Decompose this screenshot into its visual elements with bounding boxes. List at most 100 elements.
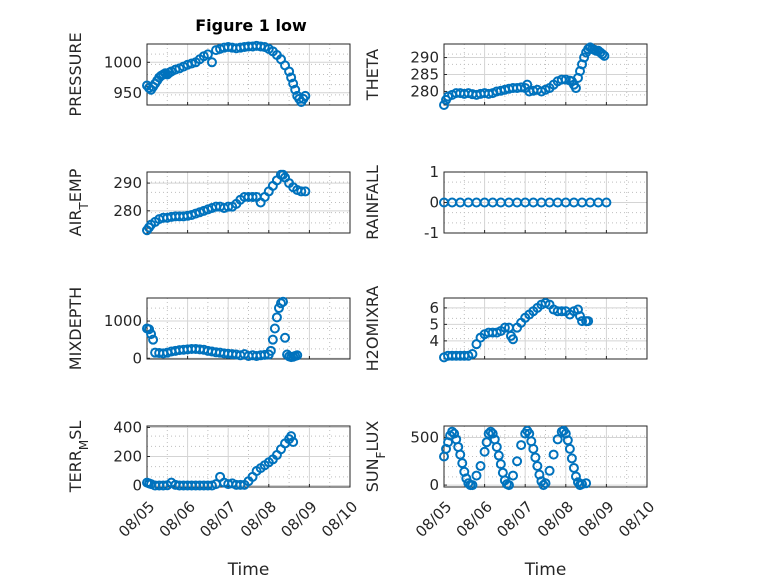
y-tick-label: 6 — [429, 299, 439, 317]
data-point — [540, 478, 551, 489]
y-tick-label: 290 — [410, 49, 439, 67]
data-point — [581, 478, 592, 489]
data-point — [265, 345, 276, 356]
data-point — [286, 431, 297, 442]
y-axis-label: AIRTEMP — [66, 168, 91, 236]
data-point — [503, 480, 514, 491]
data-point — [206, 57, 217, 68]
plot-area — [146, 43, 351, 106]
x-tick-label: 08/07 — [493, 498, 536, 541]
data-point — [479, 446, 490, 457]
y-tick-label: 0 — [132, 477, 142, 495]
y-tick-label: 0 — [132, 349, 142, 367]
data-point — [552, 434, 563, 445]
data-point — [528, 443, 539, 454]
data-point — [493, 450, 504, 461]
y-tick-label: 280 — [113, 202, 142, 220]
x-tick-label: 08/05 — [412, 498, 455, 541]
plot-area — [146, 171, 351, 234]
y-tick-label: 400 — [113, 418, 142, 436]
data-point — [300, 90, 311, 101]
y-axis-label: THETA — [363, 49, 382, 101]
data-point — [577, 479, 588, 490]
plot-area — [146, 297, 351, 360]
y-tick-label: 0 — [429, 476, 439, 494]
y-tick-label: 4 — [429, 332, 439, 350]
data-point — [495, 459, 506, 470]
y-axis-label: H2OMIXRA — [363, 286, 382, 372]
data-point — [597, 49, 608, 60]
data-point — [577, 316, 588, 327]
x-tick-label: 08/09 — [277, 498, 320, 541]
x-tick-label: 08/08 — [534, 498, 577, 541]
data-point — [300, 186, 311, 197]
data-point — [516, 440, 527, 451]
data-point — [544, 465, 555, 476]
x-tick-label: 08/07 — [196, 498, 239, 541]
x-tick-label: 08/09 — [574, 498, 617, 541]
y-tick-label: 500 — [410, 428, 439, 446]
data-point — [570, 83, 581, 94]
data-point — [575, 311, 586, 322]
plot-frame — [146, 297, 351, 360]
y-axis-label: TERRMSL — [66, 421, 91, 494]
data-point — [202, 49, 213, 60]
data-point — [601, 197, 612, 208]
data-point — [288, 78, 299, 89]
y-tick-label: 290 — [113, 174, 142, 192]
data-point — [532, 461, 543, 472]
subplot-pressure: 950 1000 PRESSURE — [66, 32, 351, 117]
y-axis-label: SUNFLUX — [363, 421, 388, 493]
data-point — [583, 316, 594, 327]
data-point — [471, 470, 482, 481]
data-point — [508, 334, 519, 345]
y-tick-label: 5 — [429, 315, 439, 333]
y-axis-label: MIXDEPTH — [66, 287, 85, 370]
data-point — [599, 50, 610, 61]
data-point — [579, 52, 590, 63]
y-tick-label: 280 — [410, 82, 439, 100]
data-point — [247, 191, 258, 202]
subplot-sun-flux: 0 500 SUNFLUX 08/0508/0608/0708/0808/0908/1… — [363, 421, 658, 580]
data-point — [508, 470, 519, 481]
data-point — [475, 461, 486, 472]
y-tick-label: 0 — [429, 194, 439, 212]
y-axis-label: PRESSURE — [66, 32, 85, 116]
data-point — [280, 332, 291, 343]
data-point — [485, 426, 496, 437]
data-point — [467, 480, 478, 491]
data-point — [570, 471, 581, 482]
data-point — [487, 428, 498, 439]
data-point — [481, 437, 492, 448]
x-tick-label: 08/08 — [237, 498, 280, 541]
subplot-h2omixra: 456 H2OMIXRA — [363, 286, 648, 372]
data-point — [284, 66, 295, 77]
data-point — [499, 322, 510, 333]
data-point — [278, 296, 289, 307]
y-tick-label: 950 — [113, 84, 142, 102]
data-point — [530, 452, 541, 463]
y-axis-label: RAINFALL — [363, 165, 382, 240]
data-point — [560, 74, 571, 85]
y-tick-label: -1 — [424, 224, 439, 242]
y-tick-label: 1000 — [104, 53, 142, 71]
data-point — [290, 84, 301, 95]
x-tick-label: 08/10 — [615, 498, 658, 541]
y-tick-label: 285 — [410, 66, 439, 84]
x-tick-label: 08/05 — [115, 498, 158, 541]
data-point — [296, 186, 307, 197]
data-point — [148, 334, 159, 345]
data-point — [146, 329, 157, 340]
data-point — [491, 441, 502, 452]
subplot-air-temp: 280 290 AIRTEMP — [66, 168, 351, 236]
data-point — [483, 428, 494, 439]
data-point — [512, 456, 523, 467]
subplot-terr-msl: 0 200 400 TERRMSL 08/0508/0608/0708/0808/090… — [66, 418, 361, 580]
data-point — [439, 100, 449, 110]
data-point — [288, 436, 299, 447]
figure-title: Figure 1 low — [195, 16, 307, 35]
x-axis-label: Time — [227, 560, 270, 580]
